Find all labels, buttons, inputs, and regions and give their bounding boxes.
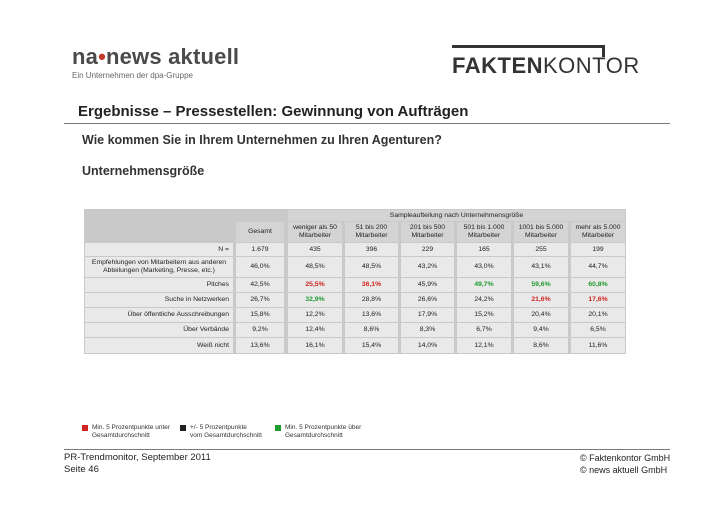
table-cell: 9,2%: [236, 323, 284, 337]
legend-swatch: [180, 425, 186, 431]
table-cell: 43,0%: [457, 257, 511, 277]
table-cell: 17,9%: [401, 308, 454, 322]
table-cell: 26,6%: [401, 293, 454, 307]
footer-page-number: Seite 46: [64, 464, 99, 475]
table-cell: 15,8%: [236, 308, 284, 322]
table-cell: 13,6%: [236, 338, 284, 353]
n-value: 435: [288, 243, 342, 256]
table-cell: 12,1%: [457, 338, 511, 353]
row-label: Pitches: [85, 278, 233, 292]
row-label: Weiß nicht: [85, 338, 233, 353]
table-cell: 14,0%: [401, 338, 454, 353]
news-aktuell-wordmark: na•news aktuell: [72, 44, 240, 69]
table-cell: 45,9%: [401, 278, 454, 292]
table-cell: 25,5%: [288, 278, 342, 292]
table-cell: 32,9%: [288, 293, 342, 307]
table-cell: 42,5%: [236, 278, 284, 292]
table-cell: 24,2%: [457, 293, 511, 307]
table-cell: 20,4%: [514, 308, 568, 322]
n-value: 396: [345, 243, 398, 256]
table-cell: 48,5%: [345, 257, 398, 277]
row-label: Empfehlungen von Mitarbeitern aus andere…: [85, 257, 233, 277]
col-header-size-4: 501 bis 1.000 Mitarbeiter: [457, 222, 511, 242]
table-cell: 13,6%: [345, 308, 398, 322]
table-cell: 36,1%: [345, 278, 398, 292]
col-header-size-6: mehr als 5.000 Mitarbeiter: [571, 222, 625, 242]
legend-item-above: Min. 5 Prozentpunkte über Gesamtdurchsch…: [275, 424, 361, 440]
table-cell: 43,1%: [514, 257, 568, 277]
row-label: Suche in Netzwerken: [85, 293, 233, 307]
faktenkontor-logo: FAKTENKONTOR: [452, 45, 662, 83]
section-heading: Unternehmensgröße: [82, 164, 205, 178]
n-value: 165: [457, 243, 511, 256]
row-label: Über Verbände: [85, 323, 233, 337]
table-cell: 8,3%: [401, 323, 454, 337]
legend-item-below: Min. 5 Prozentpunkte unter Gesamtdurchsc…: [82, 424, 170, 440]
table-cell: 9,4%: [514, 323, 568, 337]
table-cell: 20,1%: [571, 308, 625, 322]
legend-swatch: [82, 425, 88, 431]
slide-title: Ergebnisse – Pressestellen: Gewinnung vo…: [78, 103, 469, 120]
table-cell: 49,7%: [457, 278, 511, 292]
table-cell: 17,6%: [571, 293, 625, 307]
n-row-label: N =: [85, 243, 233, 256]
table-cell: 12,2%: [288, 308, 342, 322]
faktenkontor-logo-bar: [452, 45, 604, 48]
n-value: 255: [514, 243, 568, 256]
table-cell: 28,8%: [345, 293, 398, 307]
legend-item-neutral: +/- 5 Prozentpunkte vom Gesamtdurchschni…: [180, 424, 262, 440]
title-divider: [64, 123, 670, 124]
table-cell: 48,5%: [288, 257, 342, 277]
table-cell: 46,0%: [236, 257, 284, 277]
row-label: Über öffentliche Ausschreibungen: [85, 308, 233, 322]
col-header-size-1: weniger als 50 Mitarbeiter: [288, 222, 342, 242]
legend-swatch: [275, 425, 281, 431]
table-cell: 15,4%: [345, 338, 398, 353]
table-cell: 59,6%: [514, 278, 568, 292]
survey-question: Wie kommen Sie in Ihrem Unternehmen zu I…: [82, 133, 442, 147]
table-cell: 12,4%: [288, 323, 342, 337]
footer-source: PR-Trendmonitor, September 2011: [64, 452, 211, 463]
table-cell: 8,6%: [514, 338, 568, 353]
news-aktuell-tagline: Ein Unternehmen der dpa-Gruppe: [72, 71, 193, 80]
table-cell: 60,8%: [571, 278, 625, 292]
col-header-size-5: 1001 bis 5.000 Mitarbeiter: [514, 222, 568, 242]
table-cell: 6,5%: [571, 323, 625, 337]
col-header-gesamt: Gesamt: [236, 222, 284, 242]
n-value: 229: [401, 243, 454, 256]
col-header-size-3: 201 bis 500 Mitarbeiter: [401, 222, 454, 242]
footer-divider: [64, 449, 670, 450]
table-cell: 16,1%: [288, 338, 342, 353]
table-cell: 15,2%: [457, 308, 511, 322]
col-header-size-2: 51 bis 200 Mitarbeiter: [345, 222, 398, 242]
n-value: 1.679: [236, 243, 284, 256]
group-header: Sampleaufteilung nach Unternehmensgröße: [288, 210, 625, 221]
table-cell: 26,7%: [236, 293, 284, 307]
table-cell: 21,6%: [514, 293, 568, 307]
table-cell: 44,7%: [571, 257, 625, 277]
footer-copyright-faktenkontor: © Faktenkontor GmbH: [580, 453, 671, 463]
news-aktuell-logo: na•news aktuell Ein Unternehmen der dpa-…: [72, 44, 272, 86]
table-cell: 43,2%: [401, 257, 454, 277]
results-table: Sampleaufteilung nach Unternehmensgröße …: [84, 209, 626, 354]
n-value: 199: [571, 243, 625, 256]
footer-copyright-news-aktuell: © news aktuell GmbH: [580, 465, 668, 475]
table-cell: 11,6%: [571, 338, 625, 353]
table-cell: 6,7%: [457, 323, 511, 337]
faktenkontor-logo-tick: [602, 45, 605, 57]
table-cell: 8,6%: [345, 323, 398, 337]
